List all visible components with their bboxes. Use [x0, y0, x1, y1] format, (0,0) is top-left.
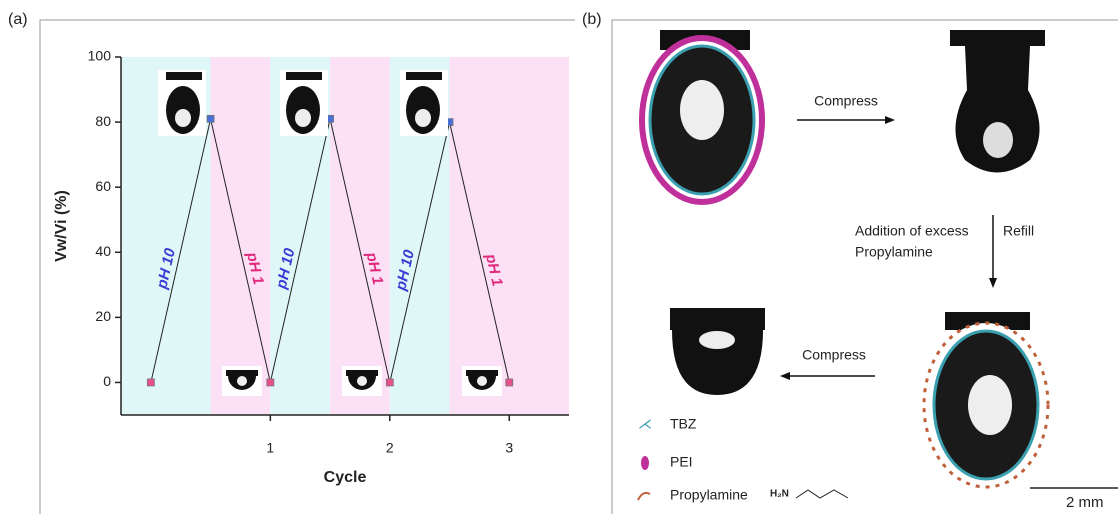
- legend-label: TBZ: [670, 416, 697, 432]
- y-tick-label: 80: [95, 113, 111, 129]
- y-tick-label: 40: [95, 243, 111, 259]
- background-region: [330, 57, 390, 415]
- y-tick-label: 100: [88, 48, 112, 64]
- data-point: [267, 379, 274, 386]
- y-tick-label: 20: [95, 308, 111, 324]
- data-point: [147, 379, 154, 386]
- y-axis-title: Vw/Vi (%): [53, 190, 70, 262]
- data-point: [207, 115, 214, 122]
- step-label: Compress: [802, 347, 866, 363]
- step-label: Refill: [1003, 223, 1034, 239]
- diagram: Compress Addition of excess Propylamine …: [638, 30, 1118, 511]
- panel-label: (a): [8, 11, 28, 28]
- x-tick-label: 3: [505, 440, 513, 456]
- background-region: [211, 57, 271, 415]
- y-tick-label: 0: [103, 373, 111, 389]
- formula: H₂N: [770, 489, 789, 500]
- step-label: Addition of excess: [855, 223, 969, 239]
- panel-label: (b): [582, 11, 602, 28]
- data-point: [386, 379, 393, 386]
- x-tick-label: 1: [266, 440, 274, 456]
- x-axis-title: Cycle: [324, 469, 367, 486]
- scale-bar-label: 2 mm: [1066, 494, 1104, 511]
- figure: 020406080100123CycleVw/Vi (%)pH 10pH 1pH…: [0, 0, 1118, 514]
- y-tick-label: 60: [95, 178, 111, 194]
- legend-icon: ⋌: [638, 416, 652, 432]
- background-region: [450, 57, 569, 415]
- legend-label: Propylamine: [670, 487, 748, 503]
- step-label: Compress: [814, 93, 878, 109]
- x-tick-label: 2: [386, 440, 394, 456]
- data-point: [506, 379, 513, 386]
- step-label: Propylamine: [855, 244, 933, 260]
- legend-label: PEI: [670, 454, 693, 470]
